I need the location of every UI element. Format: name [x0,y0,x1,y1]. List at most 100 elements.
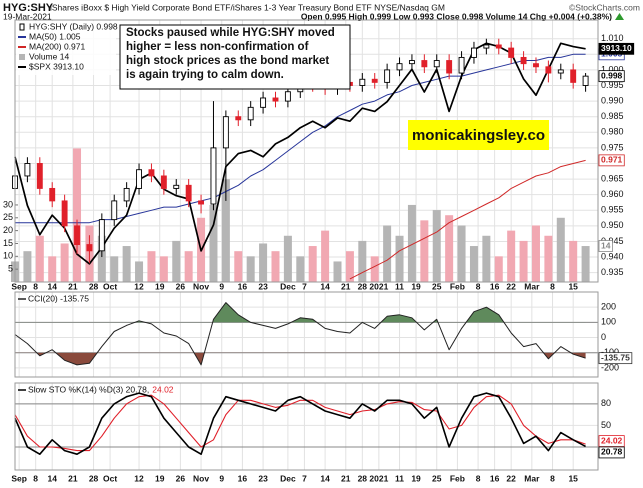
x-tick-label: Sep [11,281,27,291]
sto-label-d: 24.02 [152,384,174,394]
x-tick-label: Oct [103,281,117,291]
candle-body [533,63,539,68]
y-tick-label: 200 [601,302,616,312]
x-tick-label: 15 [568,281,578,291]
x-tick-label: Oct [103,473,117,483]
candle-body [123,187,130,202]
y-tick-label: 0.955 [601,205,624,215]
volume-bar [494,256,503,282]
volume-bar [283,235,292,282]
volume-bar [147,251,156,282]
legend-swatch [19,54,25,60]
sto-frame [14,382,599,471]
x-tick-label: 21 [68,281,78,291]
x-tick-label: 7 [302,281,307,291]
value-tag-box [598,240,613,252]
x-tick-label: 8 [476,473,481,483]
x-tick-label: 19 [411,281,421,291]
up-arrow [615,13,624,20]
cci-line [14,302,586,366]
candle-body [545,66,552,74]
x-tick-label: 14 [47,473,57,483]
x-tick-label: 16 [490,473,500,483]
x-tick-label: 16 [490,281,500,291]
x-tick-label: 8 [33,281,38,291]
candle-body [74,225,80,246]
x-tick-label: 19 [411,473,421,483]
candle-body [284,91,291,102]
value-tag-box [598,352,633,365]
volume-bar [469,246,478,282]
watermark-box [408,120,549,150]
volume-bar [445,215,454,282]
y-tick-label: 0.985 [601,111,624,121]
candle-body [471,47,477,58]
x-tick-label: 12 [134,473,144,483]
cci-fill [15,302,586,323]
candle-body [508,47,515,58]
annotation-line: is again trying to calm down. [126,69,284,81]
volume-bar [358,240,367,282]
volume-bar [246,256,255,282]
value-tag-box [598,70,625,83]
x-tick-label: Nov [193,473,209,483]
x-tick-label: 11 [395,281,404,291]
x-tick-label: 26 [176,281,186,291]
candle-body [235,116,242,121]
x-tick-label: 19 [155,473,165,483]
candle-body [148,169,155,177]
cci-label: CCI(20) -135.75 [28,293,89,303]
volume-bar [135,261,144,282]
volume-bar [507,230,516,282]
y-tick-label: 0.975 [601,142,624,152]
candle-body [247,106,254,121]
legend-label: MA(200) 0.971 [29,41,85,51]
candle-body [198,200,205,205]
candle-body [421,60,428,68]
volume-bar [321,230,330,282]
y-tick-label: 0.990 [601,95,624,105]
value-tag-box [598,154,625,167]
x-tick-label: Dec [280,281,296,291]
volume-bar [308,246,317,282]
volume-bar [48,256,57,282]
value-tag: 24.02 [601,435,623,445]
x-tick-label: 23 [258,473,268,483]
y-tick-label: 0.940 [601,251,624,261]
x-tick-label: 22 [506,281,516,291]
line-series [14,42,586,265]
legend-swatch [19,23,25,31]
x-tick-label: 2021 [369,281,388,291]
legend-label: Volume 14 [29,51,69,61]
y-tick-label: 0.965 [601,173,624,183]
volume-bar [544,235,553,282]
volume-bar [209,204,218,282]
candle-body [359,78,366,86]
candle-body [173,184,180,189]
quote: Open 0.995 High 0.999 Low 0.993 Close 0.… [301,11,612,21]
volume-tick-label: 5 [8,264,13,274]
legend-label: $SPX 3913.10 [29,61,84,71]
candle-body [396,63,403,71]
x-tick-label: Nov [193,281,209,291]
x-tick-label: 7 [302,473,307,483]
annotation-line: high stock prices as the bond market [126,55,329,67]
volume-bar [519,240,528,282]
x-tick-label: 28 [358,281,368,291]
candle-body [222,116,229,149]
cci-frame [14,291,599,378]
sto-d-line [14,394,586,452]
legend-label: HYG:SHY (Daily) 0.998 [29,21,118,31]
y-tick-label: 0.980 [601,127,624,137]
value-tag: -135.75 [601,352,630,362]
x-tick-label: 21 [341,473,351,483]
volume-bar [395,235,404,282]
source: ©StockCharts.com [569,2,640,12]
volume-bar [383,225,392,282]
x-tick-label: 9 [219,473,224,483]
volume-bar [159,256,168,282]
volume-bar [482,235,491,282]
y-tick-label: 1.000 [601,64,624,74]
watermark: monicakingsley.co [412,127,545,144]
candle-body [483,44,490,49]
